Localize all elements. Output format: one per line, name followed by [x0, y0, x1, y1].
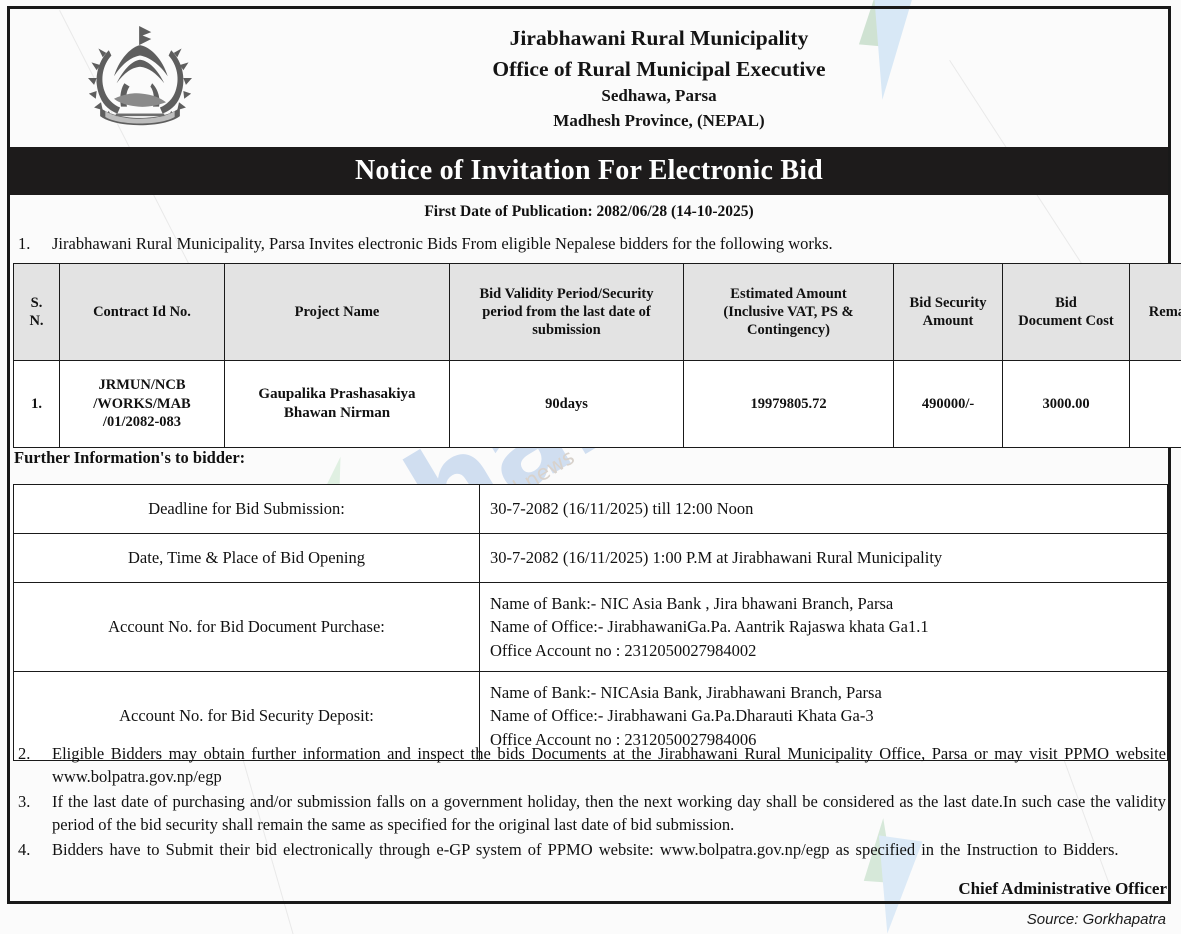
deposit-account-number: Office Account no : 2312050027984006	[490, 729, 757, 749]
cell-bid-document-cost: 3000.00	[1002, 360, 1130, 448]
further-information-body: Deadline for Bid Submission: 30-7-2082 (…	[13, 484, 1168, 761]
col-serial-number: S. N.	[13, 263, 60, 361]
note-number: 4.	[18, 840, 31, 860]
purchase-office-name: Name of Office:- JirabhawaniGa.Pa. Aantr…	[490, 617, 929, 637]
list-item: 3. If the last date of purchasing and/or…	[14, 790, 1166, 836]
col-remarks: Remarks	[1129, 263, 1181, 361]
notes-list: 2. Eligible Bidders may obtain further i…	[14, 742, 1166, 863]
label-bid-submission-deadline: Deadline for Bid Submission:	[13, 484, 480, 534]
further-information-table: Deadline for Bid Submission: 30-7-2082 (…	[13, 484, 1168, 761]
bid-table-header-row: S. N. Contract Id No. Project Name Bid V…	[13, 263, 1181, 361]
label-document-purchase-account: Account No. for Bid Document Purchase:	[13, 582, 480, 672]
office-name: Office of Rural Municipal Executive	[492, 56, 826, 81]
col-validity-line2: period from the last date of	[482, 303, 651, 320]
col-security-line2: Amount	[922, 313, 974, 329]
source-credit: Source: Gorkhapatra	[1026, 911, 1166, 928]
col-security-line1: Bid Security	[909, 294, 987, 311]
note-text: If the last date of purchasing and/or su…	[52, 792, 1166, 835]
signatory-title: Chief Administrative Officer	[958, 879, 1167, 898]
publication-date: First Date of Publication: 2082/06/28 (1…	[424, 203, 754, 220]
col-cost-line1: Bid	[1055, 294, 1077, 311]
value-security-deposit-account: Name of Bank:- NICAsia Bank, Jirabhawani…	[479, 671, 1168, 761]
table-row: Account No. for Bid Document Purchase: N…	[13, 582, 1168, 672]
col-serial-line2: N.	[29, 313, 44, 329]
bid-table-body: 1. JRMUN/NCB /WORKS/MAB /01/2082-083 Gau…	[13, 360, 1181, 448]
contract-id-line2: /WORKS/MAB	[93, 395, 191, 412]
cell-bid-validity: 90days	[449, 360, 684, 448]
purchase-bank-name: Name of Bank:- NIC Asia Bank , Jira bhaw…	[490, 593, 894, 613]
note-number: 2.	[18, 744, 31, 763]
nepal-emblem-icon	[88, 26, 192, 126]
note-text: Bidders have to Submit their bid electro…	[52, 840, 1119, 860]
value-bid-opening: 30-7-2082 (16/11/2025) 1:00 P.M at Jirab…	[479, 533, 1168, 583]
project-name-line1: Gaupalika Prashasakiya	[258, 385, 416, 402]
value-bid-submission-deadline: 30-7-2082 (16/11/2025) till 12:00 Noon	[479, 484, 1168, 534]
table-row: 1. JRMUN/NCB /WORKS/MAB /01/2082-083 Gau…	[13, 360, 1181, 448]
document-header: Jirabhawani Rural Municipality Office of…	[10, 9, 1168, 147]
contract-id-line3: /01/2082-083	[102, 414, 182, 431]
notice-title-banner: Notice of Invitation For Electronic Bid	[10, 147, 1168, 195]
office-province: Madhesh Province, (NEPAL)	[553, 110, 765, 130]
office-address: Sedhawa, Parsa	[601, 86, 717, 106]
header-text-block: Jirabhawani Rural Municipality Office of…	[270, 23, 1168, 132]
col-serial-line1: S.	[30, 294, 43, 311]
purchase-account-number: Office Account no : 2312050027984002	[490, 640, 757, 660]
deposit-office-name: Name of Office:- Jirabhawani Ga.Pa.Dhara…	[490, 706, 874, 726]
label-bid-opening: Date, Time & Place of Bid Opening	[13, 533, 480, 583]
intro-paragraph: 1. Jirabhawani Rural Municipality, Parsa…	[14, 234, 1164, 254]
cell-serial-number: 1.	[13, 360, 60, 448]
emblem-container	[10, 24, 270, 132]
col-contract-id: Contract Id No.	[59, 263, 225, 361]
municipality-name: Jirabhawani Rural Municipality	[509, 26, 809, 51]
further-information-title: Further Information's to bidder:	[14, 448, 246, 467]
bid-table-head: S. N. Contract Id No. Project Name Bid V…	[13, 263, 1181, 361]
intro-number: 1.	[18, 234, 31, 253]
col-bid-validity: Bid Validity Period/Security period from…	[449, 263, 684, 361]
document-border	[7, 6, 1171, 904]
list-item: 2. Eligible Bidders may obtain further i…	[14, 742, 1166, 788]
col-project-name: Project Name	[224, 263, 450, 361]
cell-contract-id: JRMUN/NCB /WORKS/MAB /01/2082-083	[59, 360, 225, 448]
cell-estimated-amount: 19979805.72	[683, 360, 894, 448]
cell-bid-security-amount: 490000/-	[893, 360, 1003, 448]
col-validity-line1: Bid Validity Period/Security	[479, 285, 654, 302]
intro-text: Jirabhawani Rural Municipality, Parsa In…	[52, 234, 833, 253]
value-document-purchase-account: Name of Bank:- NIC Asia Bank , Jira bhaw…	[479, 582, 1168, 672]
col-estimated-amount: Estimated Amount (Inclusive VAT, PS & Co…	[683, 263, 894, 361]
contract-id-line1: JRMUN/NCB	[98, 376, 186, 393]
col-cost-line2: Document Cost	[1018, 313, 1114, 329]
col-estimated-line2: (Inclusive VAT, PS &	[723, 303, 854, 320]
cell-project-name: Gaupalika Prashasakiya Bhawan Nirman	[224, 360, 450, 448]
project-name-line2: Bhawan Nirman	[283, 405, 391, 421]
cell-remarks	[1129, 360, 1181, 448]
col-document-cost: Bid Document Cost	[1002, 263, 1130, 361]
col-validity-line3: submission	[532, 322, 601, 339]
col-bid-security: Bid Security Amount	[893, 263, 1003, 361]
list-item: 4. Bidders have to Submit their bid elec…	[14, 838, 1166, 861]
deposit-bank-name: Name of Bank:- NICAsia Bank, Jirabhawani…	[490, 682, 882, 702]
col-estimated-line3: Contingency)	[747, 322, 830, 339]
table-row: Deadline for Bid Submission: 30-7-2082 (…	[13, 484, 1168, 534]
note-text: Eligible Bidders may obtain further info…	[52, 744, 1166, 787]
table-row: Date, Time & Place of Bid Opening 30-7-2…	[13, 533, 1168, 583]
note-number: 3.	[18, 792, 31, 812]
col-estimated-line1: Estimated Amount	[730, 285, 847, 302]
bid-summary-table: S. N. Contract Id No. Project Name Bid V…	[13, 263, 1181, 448]
